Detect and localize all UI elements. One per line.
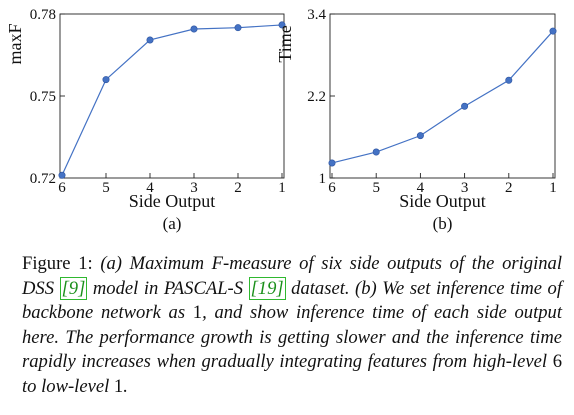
chart-a-xtick-label: 1: [278, 180, 286, 196]
chart-a-data-point: [102, 76, 110, 84]
chart-b-xtick-label: 4: [417, 180, 425, 196]
chart-b-ytick-label: 1: [319, 171, 327, 187]
chart-a-maxf: 0.72 0.75 0.78 6 5 4 3 2 1 Side Output (a) maxF: [5, 7, 286, 233]
chart-a-data-point: [278, 21, 286, 29]
chart-b-data-point: [416, 132, 424, 140]
chart-a-ytick-label: 0.72: [30, 171, 56, 187]
chart-b-xtick-label: 2: [505, 180, 513, 196]
caption-part6: .: [123, 375, 128, 397]
chart-b-plot-frame: [329, 13, 556, 179]
chart-a-sublabel: (a): [163, 214, 182, 233]
caption-number-six: 6: [552, 351, 562, 373]
chart-b-ytick-label: 2.2: [307, 89, 326, 105]
chart-b-time: 1 2.2 3.4 6 5 4 3 2 1 Side Output (b) Time: [275, 7, 557, 233]
chart-b-series-line: [331, 30, 554, 164]
figure-caption: Figure 1: (a) Maximum F-measure of six s…: [22, 252, 562, 400]
chart-b-ytick-label: 3.4: [307, 7, 326, 23]
chart-b-xtick-label: 5: [372, 180, 380, 196]
caption-part5: to low-level: [22, 375, 114, 397]
chart-a-xtick-label: 5: [102, 180, 110, 196]
chart-a-yaxis-label: maxF: [5, 23, 25, 64]
chart-a-ytick-label: 0.78: [30, 7, 56, 23]
chart-b-xtick-label: 6: [328, 180, 336, 196]
chart-a-plot-frame: [59, 13, 285, 179]
citation-link-9[interactable]: [9]: [59, 276, 88, 300]
caption-part3: dataset. (b) We set inference time of ba…: [22, 277, 563, 324]
chart-b-xaxis-label: Side Output: [399, 191, 486, 211]
chart-a-ytick-label: 0.75: [30, 89, 56, 105]
caption-number-one-b: 1: [113, 375, 124, 397]
figure: 0.72 0.75 0.78 6 5 4 3 2 1 Side Output (a) maxF 1 2.…: [5, 7, 557, 233]
chart-a-xaxis-label: Side Output: [129, 191, 216, 211]
chart-a-xtick-label: 4: [146, 180, 154, 196]
citation-link-19[interactable]: [19]: [248, 276, 286, 300]
chart-a-xtick-label: 3: [190, 180, 198, 196]
chart-b-xtick-label: 1: [549, 180, 557, 196]
chart-b-data-point: [372, 148, 380, 156]
caption-part2: model in PASCAL-S: [87, 277, 249, 299]
chart-b-xtick-label: 3: [461, 180, 469, 196]
chart-a-data-point: [190, 25, 198, 33]
chart-b-data-point: [461, 102, 469, 110]
caption-part1: (a) Maximum F-measure of six side output…: [22, 253, 562, 299]
chart-a-xtick-label: 6: [58, 180, 66, 196]
caption-label: Figure 1:: [22, 253, 93, 274]
chart-a-series-line: [61, 24, 283, 176]
chart-b-data-point: [549, 27, 557, 35]
chart-a-xtick-label: 2: [234, 180, 242, 196]
chart-a-data-point: [234, 24, 242, 32]
chart-b-sublabel: (b): [433, 214, 453, 233]
chart-b-yaxis-label: Time: [275, 25, 295, 62]
caption-part4: , and show inference time of each side o…: [22, 302, 563, 373]
chart-a-data-point: [58, 171, 66, 179]
caption-number-one: 1: [192, 302, 203, 324]
chart-a-data-point: [146, 36, 154, 44]
chart-b-data-point: [505, 76, 513, 84]
chart-b-data-point: [328, 159, 336, 167]
